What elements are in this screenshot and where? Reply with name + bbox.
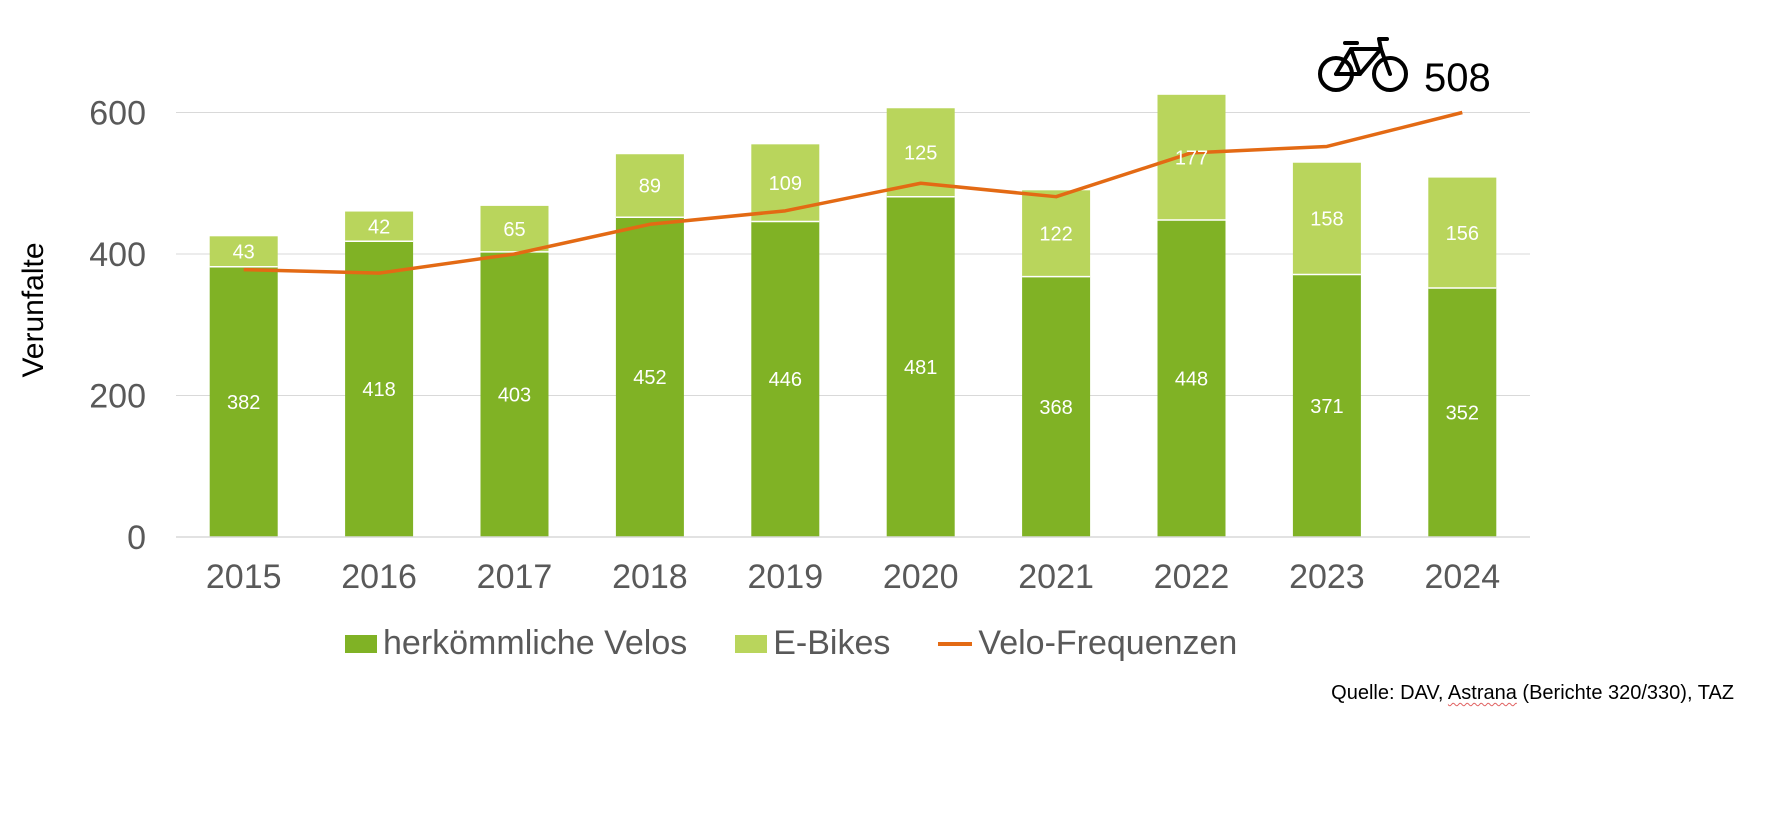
legend-item-velos: herkömmliche Velos xyxy=(345,624,687,663)
bar-ebikes-2016 xyxy=(345,211,414,242)
y-tick-label-2: 400 xyxy=(89,236,146,274)
legend-item-frequenzen: Velo-Frequenzen xyxy=(938,624,1237,663)
bar-ebikes-2024 xyxy=(1428,177,1497,288)
x-tick-label-2021: 2021 xyxy=(1018,558,1094,596)
label-ebikes-2017: 65 xyxy=(503,219,525,241)
bar-ebikes-2017 xyxy=(480,205,549,252)
label-velos-2018: 452 xyxy=(633,367,666,389)
label-velos-2020: 481 xyxy=(904,357,937,379)
bars xyxy=(209,94,1497,538)
bar-ebikes-2022 xyxy=(1157,94,1226,221)
bar-ebikes-2021 xyxy=(1022,190,1091,277)
label-velos-2017: 403 xyxy=(498,384,531,406)
bar-velos-2019 xyxy=(751,221,820,537)
label-velos-2015: 382 xyxy=(227,392,260,414)
label-ebikes-2019: 109 xyxy=(769,173,802,195)
bar-ebikes-2023 xyxy=(1292,162,1361,275)
legend: herkömmliche Velos E-Bikes Velo-Frequenz… xyxy=(345,624,1285,663)
legend-label-velos: herkömmliche Velos xyxy=(383,624,688,662)
label-velos-2024: 352 xyxy=(1446,402,1479,424)
bar-velos-2022 xyxy=(1157,220,1226,538)
x-tick-label-2017: 2017 xyxy=(477,558,553,596)
x-tick-label-2018: 2018 xyxy=(612,558,688,596)
bar-velos-2016 xyxy=(345,241,414,537)
x-tick-label-2016: 2016 xyxy=(341,558,417,596)
label-velos-2022: 448 xyxy=(1175,369,1208,391)
label-ebikes-2016: 42 xyxy=(368,216,390,238)
legend-swatch-frequenzen xyxy=(938,641,973,646)
x-tick-label-2024: 2024 xyxy=(1424,558,1500,596)
label-ebikes-2018: 89 xyxy=(639,176,661,198)
bar-ebikes-2015 xyxy=(209,236,278,267)
label-velos-2016: 418 xyxy=(362,379,395,401)
x-tick-label-2019: 2019 xyxy=(747,558,823,596)
bar-velos-2015 xyxy=(209,266,278,537)
line-series xyxy=(243,110,1463,275)
bar-ebikes-2018 xyxy=(615,154,684,218)
legend-label-ebikes: E-Bikes xyxy=(773,624,891,662)
y-tick-label-3: 600 xyxy=(89,95,146,133)
bicycle-icon xyxy=(1318,37,1408,92)
y-axis: 0 200 400 600 xyxy=(89,95,146,558)
label-velos-2023: 371 xyxy=(1310,396,1343,418)
x-tick-label-2015: 2015 xyxy=(206,558,282,596)
y-tick-label-0: 0 xyxy=(127,519,146,557)
y-tick-label-1: 200 xyxy=(89,378,146,416)
y-axis-title: Verunfalte xyxy=(17,242,50,378)
data-labels: 382 43 418 42 403 65 452 89 446 109 481 125 368 122 44… xyxy=(227,142,1479,424)
legend-label-frequenzen: Velo-Frequenzen xyxy=(978,624,1238,662)
x-tick-label-2022: 2022 xyxy=(1154,558,1230,596)
line-velo-frequenzen xyxy=(243,110,1463,275)
label-velos-2021: 368 xyxy=(1039,397,1072,419)
legend-swatch-velos xyxy=(345,634,377,653)
source-note: Quelle: DAV, Astrana (Berichte 320/330),… xyxy=(1331,682,1734,704)
bar-velos-2021 xyxy=(1022,276,1091,537)
annotation-value: 508 xyxy=(1424,56,1491,100)
bar-velos-2024 xyxy=(1428,287,1497,537)
label-ebikes-2024: 156 xyxy=(1446,223,1479,245)
bar-velos-2018 xyxy=(615,217,684,537)
legend-swatch-ebikes xyxy=(735,634,768,653)
label-ebikes-2023: 158 xyxy=(1310,209,1343,231)
label-ebikes-2022: 177 xyxy=(1175,147,1208,169)
legend-item-ebikes: E-Bikes xyxy=(735,624,890,663)
bar-velos-2017 xyxy=(480,251,549,537)
bar-ebikes-2019 xyxy=(751,144,820,222)
label-ebikes-2020: 125 xyxy=(904,142,937,164)
x-tick-label-2023: 2023 xyxy=(1289,558,1365,596)
label-ebikes-2015: 43 xyxy=(233,242,255,264)
x-tick-label-2020: 2020 xyxy=(883,558,959,596)
bar-velos-2020 xyxy=(886,196,955,537)
label-ebikes-2021: 122 xyxy=(1039,223,1072,245)
label-velos-2019: 446 xyxy=(769,369,802,391)
x-axis: 2015 2016 2017 2018 2019 2020 2021 2022 2023 2024 xyxy=(176,536,1530,596)
bar-velos-2023 xyxy=(1292,274,1361,537)
